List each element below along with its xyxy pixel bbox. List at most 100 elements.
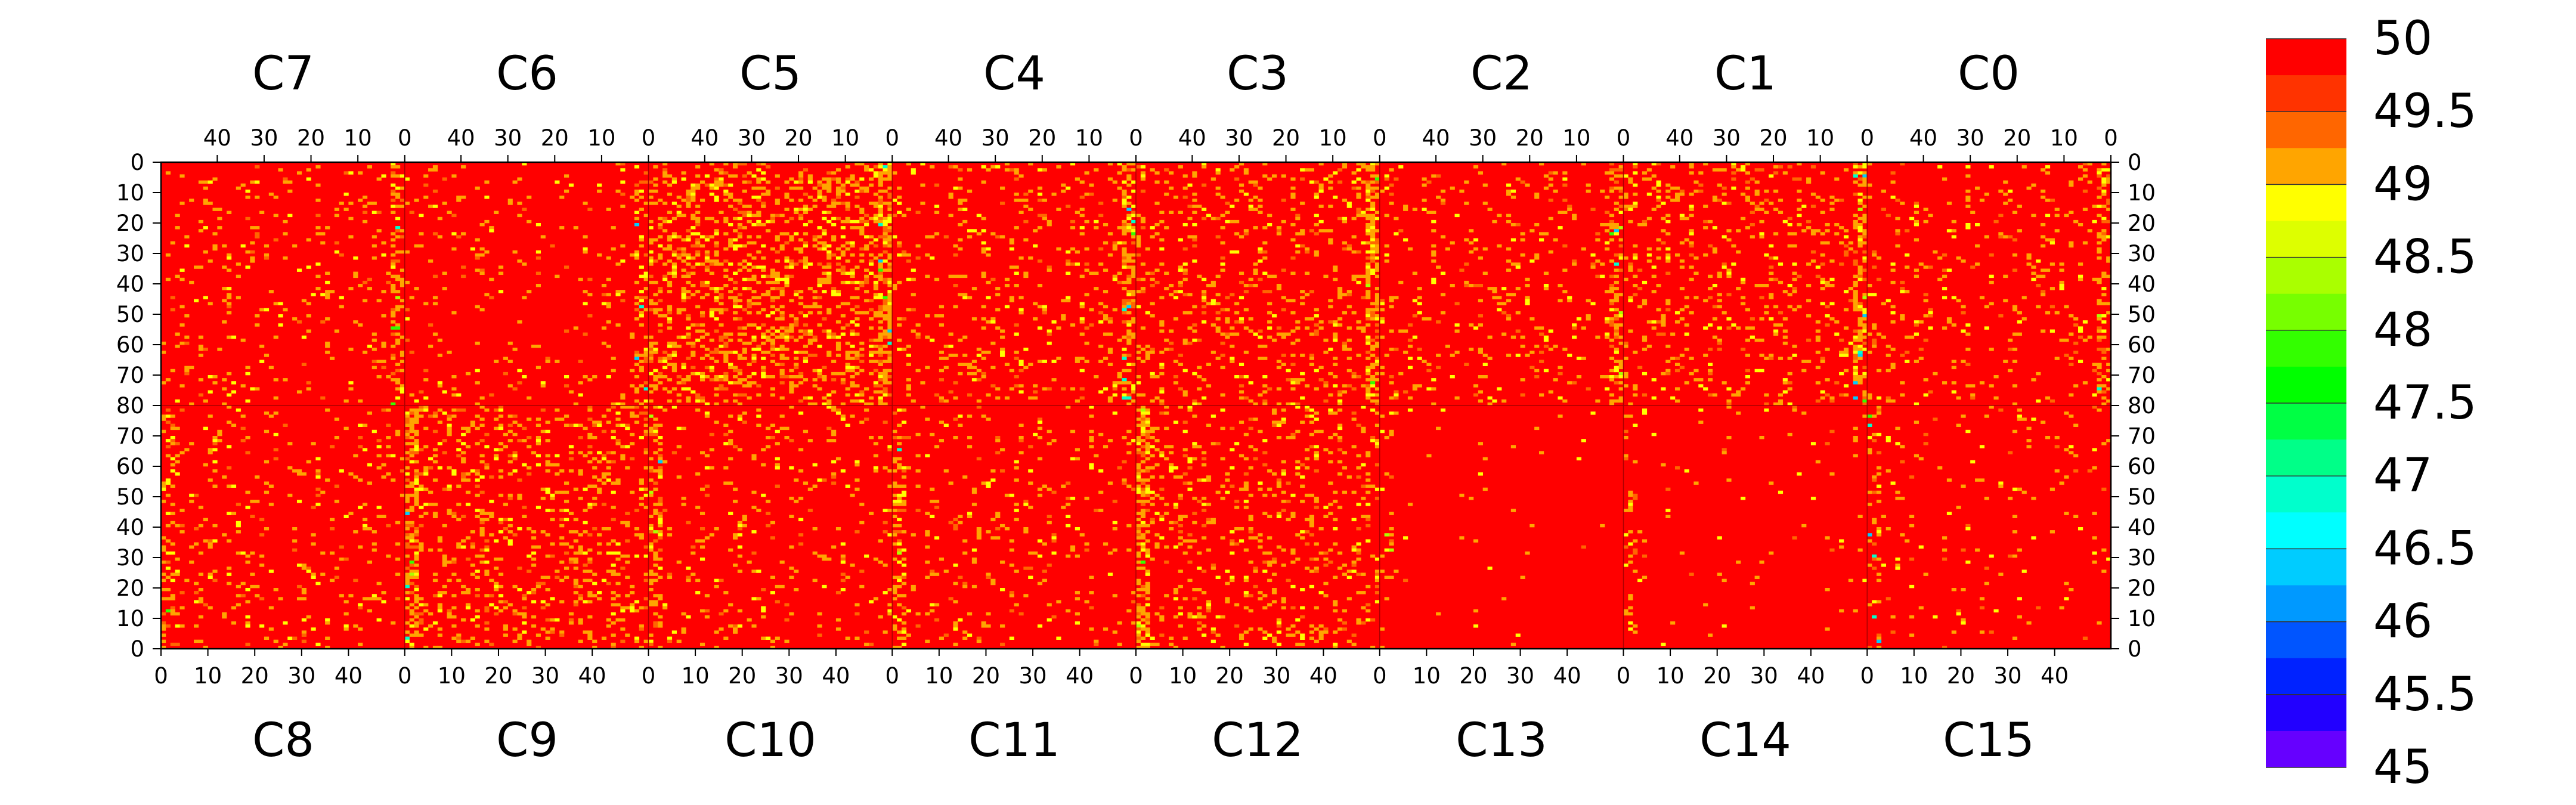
heatmap-cell (747, 384, 752, 388)
heatmap-cell (1374, 317, 1380, 321)
heatmap-cell (686, 335, 691, 339)
heatmap-cell (653, 183, 658, 187)
heatmap-cell (826, 393, 832, 397)
heatmap-cell (194, 600, 199, 603)
heatmap-cell (1230, 332, 1235, 336)
heatmap-cell (194, 624, 199, 628)
heatmap-cell (1459, 189, 1465, 193)
heatmap-cell (395, 186, 401, 190)
heatmap-cell (1333, 384, 1338, 388)
heatmap-cell (1328, 371, 1333, 376)
heatmap-cell (1487, 208, 1493, 211)
heatmap-cell (1656, 199, 1661, 202)
heatmap-cell (236, 584, 241, 589)
heatmap-cell (212, 232, 218, 236)
heatmap-cell (732, 369, 738, 373)
heatmap-cell (1539, 232, 1544, 236)
heatmap-cell (1717, 293, 1722, 296)
heatmap-cell (1300, 378, 1305, 382)
heatmap-cell (325, 290, 330, 293)
heatmap-cell (1300, 202, 1305, 205)
heatmap-cell (2012, 402, 2018, 406)
heatmap-cell (222, 320, 227, 324)
heatmap-cell (1628, 299, 1633, 302)
heatmap-cell (789, 235, 794, 239)
heatmap-cell (1066, 299, 1071, 302)
heatmap-cell (1618, 396, 1624, 400)
heatmap-cell (2045, 238, 2051, 242)
heatmap-cell (1187, 216, 1193, 221)
heatmap-cell (878, 335, 883, 339)
heatmap-cell (1806, 219, 1812, 224)
heatmap-cell (1792, 345, 1797, 348)
heatmap-cell (784, 348, 789, 351)
heatmap-cell (587, 277, 593, 281)
heatmap-cell (1300, 168, 1305, 172)
heatmap-cell (803, 396, 809, 400)
heatmap-cell (2036, 371, 2041, 376)
heatmap-cell (1366, 357, 1371, 360)
heatmap-cell (315, 183, 321, 187)
heatmap-cell (1787, 293, 1792, 296)
heatmap-cell (798, 311, 804, 315)
heatmap-cell (1122, 193, 1127, 196)
heatmap-cell (1567, 381, 1572, 385)
heatmap-cell (2031, 183, 2036, 187)
heatmap-cell (161, 624, 166, 628)
heatmap-cell (850, 366, 855, 370)
heatmap-cell (1862, 341, 1868, 345)
heatmap-cell (709, 369, 714, 373)
heatmap-cell (995, 396, 1001, 400)
heatmap-cell (376, 515, 382, 518)
heatmap-cell (897, 186, 902, 190)
heatmap-cell (845, 241, 850, 244)
heatmap-cell (1346, 384, 1352, 388)
heatmap-cell (2012, 332, 2018, 336)
heatmap-cell (1614, 326, 1619, 330)
heatmap-cell (784, 274, 789, 278)
heatmap-cell (699, 345, 705, 348)
heatmap-cell (1206, 284, 1212, 287)
heatmap-cell (1300, 296, 1305, 299)
heatmap-cell (358, 399, 363, 403)
heatmap-cell (2017, 332, 2022, 336)
heatmap-cell (854, 354, 860, 357)
heatmap-cell (779, 277, 785, 281)
heatmap-cell (1853, 357, 1858, 360)
heatmap-cell (794, 290, 799, 293)
heatmap-cell (1750, 326, 1755, 330)
heatmap-cell (1961, 259, 1966, 263)
heatmap-cell (170, 606, 175, 609)
heatmap-cell (348, 287, 354, 290)
heatmap-cell (934, 205, 940, 208)
heatmap-cell (714, 183, 719, 187)
heatmap-cell (203, 180, 208, 184)
heatmap-cell (1530, 259, 1535, 263)
heatmap-cell (1689, 371, 1694, 376)
heatmap-cell (1066, 250, 1071, 254)
heatmap-cell (259, 210, 265, 214)
heatmap-cell (1820, 262, 1825, 266)
heatmap-cell (1497, 308, 1502, 312)
heatmap-cell (1122, 189, 1127, 193)
heatmap-cell (245, 451, 250, 454)
heatmap-cell (1862, 162, 1868, 166)
heatmap-cell (1689, 357, 1694, 360)
heatmap-cell (2049, 399, 2055, 403)
heatmap-cell (761, 265, 766, 269)
heatmap-cell (1843, 253, 1849, 257)
heatmap-cell (756, 280, 761, 284)
heatmap-cell (826, 354, 832, 357)
heatmap-cell (864, 189, 869, 193)
heatmap-cell (1548, 216, 1553, 221)
heatmap-cell (2097, 277, 2102, 281)
heatmap-cell (1262, 399, 1268, 403)
heatmap-cell (840, 314, 846, 318)
heatmap-cell (695, 399, 701, 403)
heatmap-cell (751, 213, 757, 218)
heatmap-cell (948, 213, 953, 218)
heatmap-cell (1197, 375, 1202, 379)
heatmap-cell (503, 371, 508, 376)
heatmap-cell (695, 329, 701, 333)
heatmap-cell (555, 274, 560, 278)
